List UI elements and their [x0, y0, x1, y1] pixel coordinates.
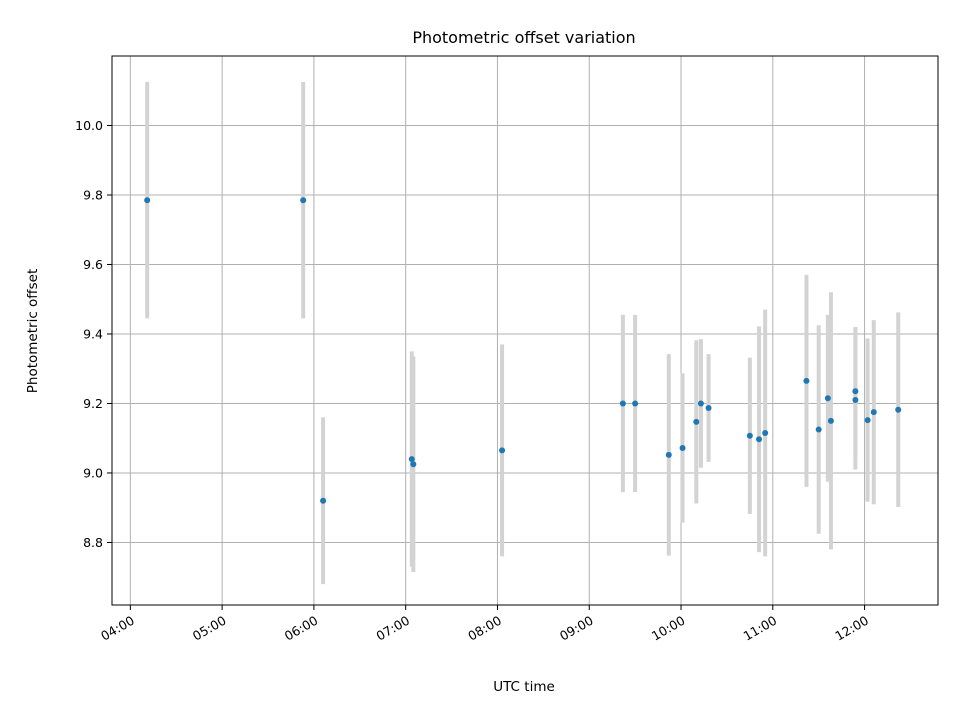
- x-tick-label: 09:00: [557, 613, 596, 644]
- data-point: [870, 409, 877, 416]
- data-point: [746, 432, 753, 439]
- data-point: [410, 461, 417, 468]
- x-tick-label: 08:00: [465, 613, 504, 644]
- x-tick-label: 07:00: [373, 613, 412, 644]
- data-point: [320, 497, 327, 504]
- error-bars: [145, 82, 901, 585]
- data-points: [144, 197, 902, 504]
- data-point: [756, 436, 763, 443]
- y-tick-label: 9.2: [83, 396, 103, 411]
- x-tick-label: 11:00: [741, 613, 780, 644]
- y-axis-label: Photometric offset: [25, 269, 41, 393]
- x-tick-label: 12:00: [832, 613, 871, 644]
- data-point: [632, 400, 639, 407]
- data-point: [697, 400, 704, 407]
- y-tick-label: 9.8: [83, 187, 103, 202]
- y-axis-ticks: 8.8 9.0 9.2 9.4 9.6 9.8 10.0: [75, 118, 112, 550]
- y-tick-label: 9.0: [83, 465, 103, 480]
- data-point: [619, 400, 626, 407]
- data-point: [679, 444, 686, 451]
- y-tick-label: 9.4: [83, 326, 103, 341]
- x-tick-label: 06:00: [282, 613, 321, 644]
- data-point: [762, 430, 769, 437]
- data-point: [852, 388, 859, 395]
- data-point: [144, 197, 151, 204]
- data-point: [803, 377, 810, 384]
- data-point: [864, 417, 871, 424]
- data-point: [824, 395, 831, 402]
- data-point: [705, 404, 712, 411]
- x-tick-label: 05:00: [190, 613, 229, 644]
- x-tick-label: 04:00: [98, 613, 137, 644]
- data-point: [895, 406, 902, 413]
- data-point: [693, 418, 700, 425]
- y-tick-label: 9.6: [83, 257, 103, 272]
- x-tick-label: 10:00: [649, 613, 688, 644]
- data-point: [852, 396, 859, 403]
- plot-frame: [111, 55, 939, 606]
- data-point: [815, 426, 822, 433]
- x-axis-label: UTC time: [493, 679, 555, 695]
- grid-lines: [112, 56, 938, 605]
- data-point: [300, 197, 307, 204]
- data-point: [827, 417, 834, 424]
- data-point: [499, 447, 506, 454]
- chart-title: Photometric offset variation: [412, 28, 635, 47]
- data-point: [408, 456, 415, 463]
- data-point: [665, 451, 672, 458]
- y-tick-label: 8.8: [83, 535, 103, 550]
- y-tick-label: 10.0: [75, 118, 103, 133]
- x-axis-ticks: 04:00 05:00 06:00 07:00 08:00 09:00 10:00 11:00…: [98, 605, 871, 644]
